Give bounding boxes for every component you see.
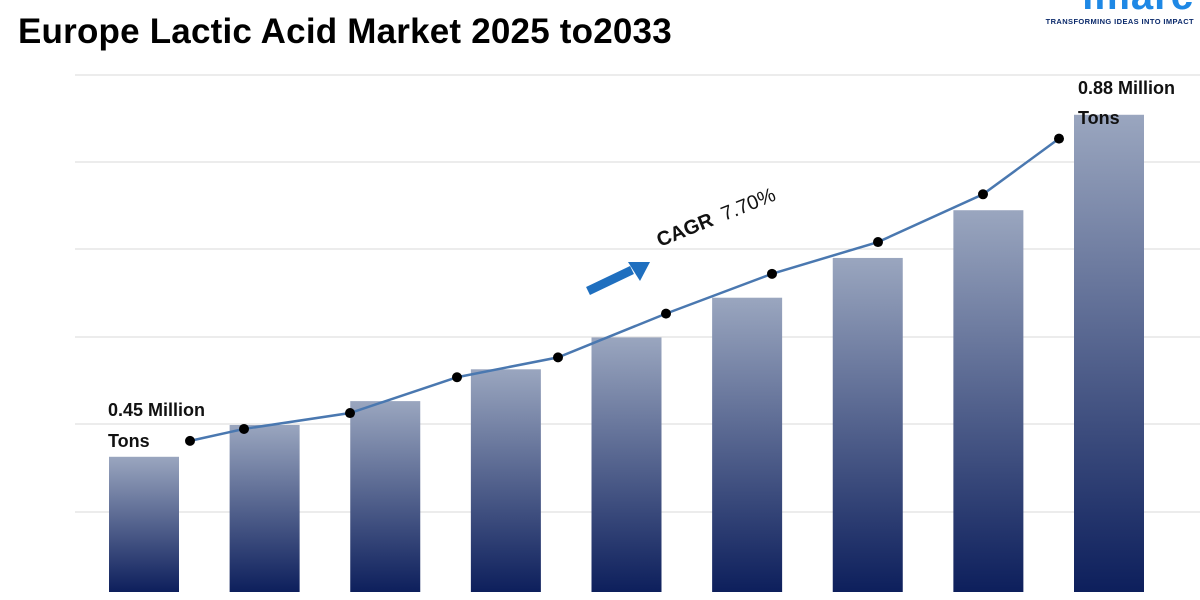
end-annotation: 0.88 Million Tons: [1078, 78, 1175, 128]
bar: [470, 369, 541, 592]
trend-point: [873, 237, 883, 248]
logo-tagline: TRANSFORMING IDEAS INTO IMPACT: [1045, 17, 1194, 26]
cagr-arrow: [586, 262, 650, 296]
trend-point: [661, 308, 671, 319]
trend-point: [553, 352, 563, 363]
brand-logo: imarc TRANSFORMING IDEAS INTO IMPACT: [1046, 0, 1194, 26]
cagr-prefix: CAGR: [654, 209, 717, 252]
start-annotation: 0.45 Million Tons: [108, 400, 205, 451]
bar: [1074, 114, 1144, 593]
trend-point: [767, 268, 777, 279]
bar: [712, 297, 783, 592]
bar: [350, 401, 421, 592]
trend-point: [185, 435, 195, 446]
trend-point: [978, 189, 988, 200]
cagr-value: 7.70%: [718, 184, 779, 226]
trend-line-path: [189, 137, 1060, 443]
bar: [591, 337, 662, 592]
trend-point: [452, 372, 462, 383]
cagr-arrow-head: [628, 262, 650, 281]
trend-point: [345, 408, 355, 419]
bar: [953, 210, 1024, 592]
start-value-label: 0.45 Million: [108, 400, 205, 420]
cagr-label: CAGR 7.70%: [654, 184, 779, 252]
page-title: Europe Lactic Acid Market 2025 to2033: [18, 12, 672, 51]
logo-wordmark: imarc: [1046, 0, 1194, 16]
bar: [229, 424, 300, 592]
cagr-arrow-shaft: [586, 265, 634, 296]
bars: [109, 114, 1144, 593]
end-unit-label: Tons: [1078, 108, 1120, 128]
bar: [832, 257, 903, 592]
start-unit-label: Tons: [108, 431, 150, 451]
end-value-label: 0.88 Million: [1078, 78, 1175, 98]
trend-point: [239, 423, 249, 434]
trend-point: [1054, 133, 1064, 144]
trend-line: [185, 133, 1064, 446]
bar: [109, 456, 179, 592]
